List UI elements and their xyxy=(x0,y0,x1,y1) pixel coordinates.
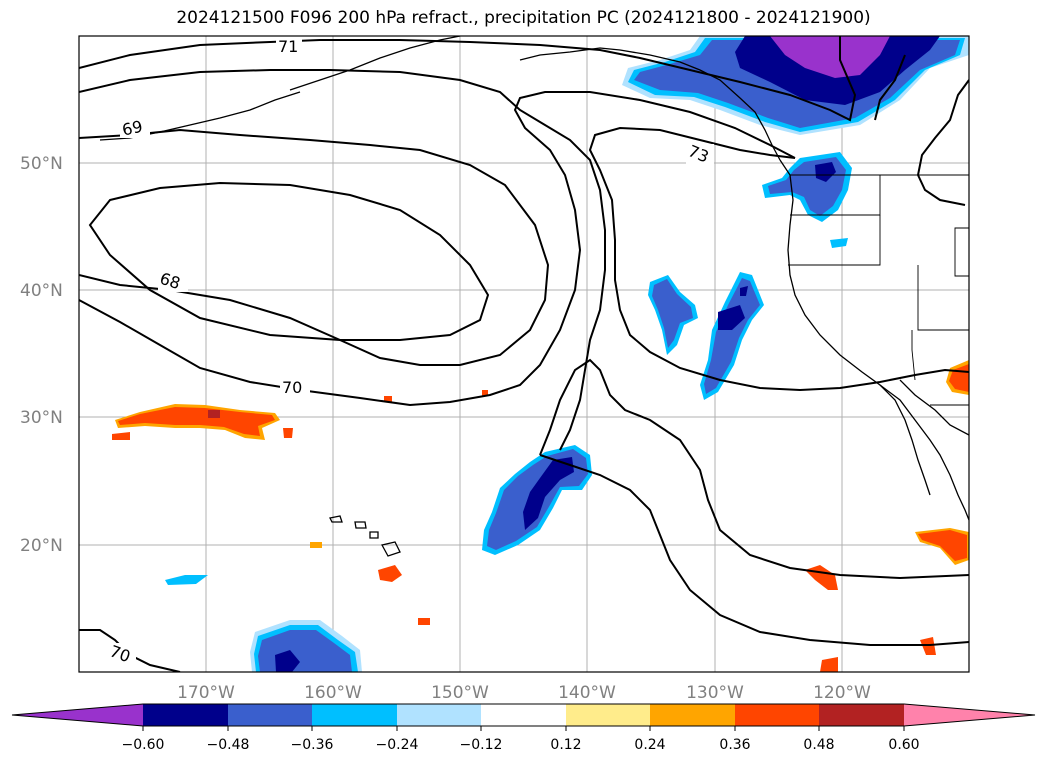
colorbar-segment-2 xyxy=(228,704,312,726)
contour-label-70-center: 70 xyxy=(282,378,302,397)
lat-label-50n: 50°N xyxy=(20,154,63,174)
colorbar-segment-9 xyxy=(819,704,904,726)
refractivity-contours xyxy=(79,36,969,672)
coastlines xyxy=(99,36,969,557)
colorbar-tick-label: −0.36 xyxy=(291,737,334,753)
lon-label-160w: 160°W xyxy=(304,683,362,703)
colorbar-segment-8 xyxy=(735,704,819,726)
colorbar-segment-3 xyxy=(312,704,397,726)
lon-label-130w: 130°W xyxy=(686,683,744,703)
lon-label-120w: 120°W xyxy=(813,683,871,703)
map-title: 2024121500 F096 200 hPa refract., precip… xyxy=(176,8,871,28)
colorbar-segment-6 xyxy=(566,704,650,726)
lat-label-20n: 20°N xyxy=(20,536,63,556)
colorbar-segment-1 xyxy=(143,704,228,726)
colorbar-tick-label: −0.48 xyxy=(207,737,250,753)
precip-positive-patches xyxy=(310,360,969,672)
lon-label-140w: 140°W xyxy=(558,683,616,703)
colorbar-extend-low xyxy=(12,704,143,726)
lon-label-150w: 150°W xyxy=(431,683,489,703)
colorbar-segment-4 xyxy=(397,704,481,726)
colorbar-tick-label: −0.24 xyxy=(376,737,419,753)
contour-label-69: 69 xyxy=(120,117,144,140)
colorbar-segment-7 xyxy=(650,704,735,726)
contour-label-backgrounds xyxy=(108,36,714,665)
colorbar-tick-label: 0.24 xyxy=(634,737,665,753)
colorbar-extend-high xyxy=(904,704,1035,726)
lat-label-30n: 30°N xyxy=(20,408,63,428)
lon-label-170w: 170°W xyxy=(177,683,235,703)
precip-washington xyxy=(762,152,852,248)
map-frame xyxy=(78,35,970,673)
precip-central-pacific xyxy=(482,445,592,555)
lat-label-40n: 40°N xyxy=(20,281,63,301)
colorbar-tick-label: −0.60 xyxy=(122,737,165,753)
contour-label-71: 71 xyxy=(278,37,298,56)
colorbar: −0.60 −0.48 −0.36 −0.24 −0.12 0.12 0.24 … xyxy=(11,703,1036,753)
precip-alaska-bc xyxy=(622,36,969,135)
colorbar-tick-label: 0.12 xyxy=(550,737,581,753)
colorbar-tick-label: −0.12 xyxy=(460,737,503,753)
precip-positive-west xyxy=(112,404,293,440)
colorbar-tick-label: 0.48 xyxy=(803,737,834,753)
colorbar-tick-label: 0.36 xyxy=(719,737,750,753)
colorbar-segment-5 xyxy=(481,704,566,726)
map-area xyxy=(79,36,969,672)
political-borders xyxy=(788,174,969,406)
colorbar-tick-label: 0.60 xyxy=(888,737,919,753)
precip-southwest xyxy=(165,575,362,672)
precip-offshore-california xyxy=(648,272,764,400)
